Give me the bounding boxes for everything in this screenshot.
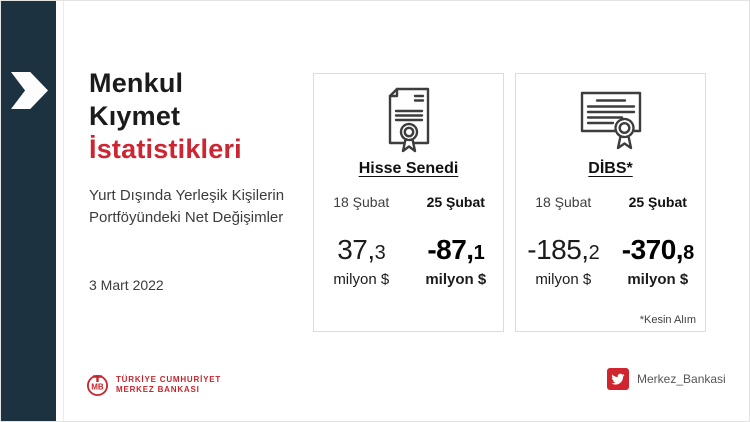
bank-name: TÜRKİYE CUMHURİYET MERKEZ BANKASI	[116, 375, 221, 395]
column-25-subat: 25 Şubat -370,8 milyon $	[611, 194, 706, 288]
page-subtitle: Yurt Dışında Yerleşik Kişilerin Portföyü…	[89, 185, 304, 229]
twitter-icon[interactable]	[607, 368, 629, 390]
stat-card-dibs: DİBS* 18 Şubat -185,2 milyon $ 25 Şubat …	[515, 73, 706, 332]
date-label: 3 Mart 2022	[89, 277, 164, 293]
card-footnote: *Kesin Alım	[639, 314, 696, 326]
column-label: 18 Şubat	[535, 194, 592, 210]
column-label: 25 Şubat	[628, 194, 687, 210]
twitter-handle[interactable]: Merkez_Bankasi	[637, 372, 726, 386]
page-title: Menkul Kıymet İstatistikleri	[89, 67, 242, 166]
bank-name-line1: TÜRKİYE CUMHURİYET	[116, 374, 222, 384]
stat-value: -87,1	[427, 234, 485, 265]
sidebar-accent-bar	[1, 1, 56, 421]
svg-text:MB: MB	[91, 383, 104, 392]
stat-unit: milyon $	[627, 271, 689, 288]
share-certificate-icon	[314, 82, 503, 158]
stat-value: -370,8	[621, 234, 694, 265]
page-title-accent: İstatistikleri	[89, 134, 242, 164]
stat-card-hisse-senedi: Hisse Senedi 18 Şubat 37,3 milyon $ 25 Ş…	[313, 73, 504, 332]
stat-unit: milyon $	[425, 271, 487, 288]
card-title: Hisse Senedi	[358, 160, 459, 177]
page-subtitle-line2: Portföyündeki Net Değişimler	[89, 209, 284, 226]
bond-certificate-icon	[516, 82, 705, 158]
column-18-subat: 18 Şubat -185,2 milyon $	[516, 194, 611, 288]
column-18-subat: 18 Şubat 37,3 milyon $	[314, 194, 409, 288]
chevron-right-icon	[11, 72, 48, 109]
card-title: DİBS*	[588, 160, 633, 177]
card-columns: 18 Şubat 37,3 milyon $ 25 Şubat -87,1 mi…	[314, 194, 503, 288]
page-subtitle-line1: Yurt Dışında Yerleşik Kişilerin	[89, 187, 285, 204]
twitter-badge[interactable]: Merkez_Bankasi	[607, 368, 726, 390]
page-title-line2: Kıymet	[89, 101, 181, 131]
content-divider	[63, 1, 64, 421]
bank-name-line2: MERKEZ BANKASI	[116, 384, 200, 394]
column-label: 25 Şubat	[426, 194, 485, 210]
stat-unit: milyon $	[333, 271, 390, 288]
stat-value: -185,2	[527, 234, 600, 265]
central-bank-logo: MB TÜRKİYE CUMHURİYET MERKEZ BANKASI	[85, 372, 221, 397]
tcmb-monogram-icon: MB	[86, 374, 109, 397]
stat-unit: milyon $	[535, 271, 592, 288]
page-title-line1: Menkul	[89, 68, 184, 98]
column-25-subat: 25 Şubat -87,1 milyon $	[409, 194, 504, 288]
column-label: 18 Şubat	[333, 194, 390, 210]
stat-value: 37,3	[337, 234, 386, 265]
card-columns: 18 Şubat -185,2 milyon $ 25 Şubat -370,8…	[516, 194, 705, 288]
